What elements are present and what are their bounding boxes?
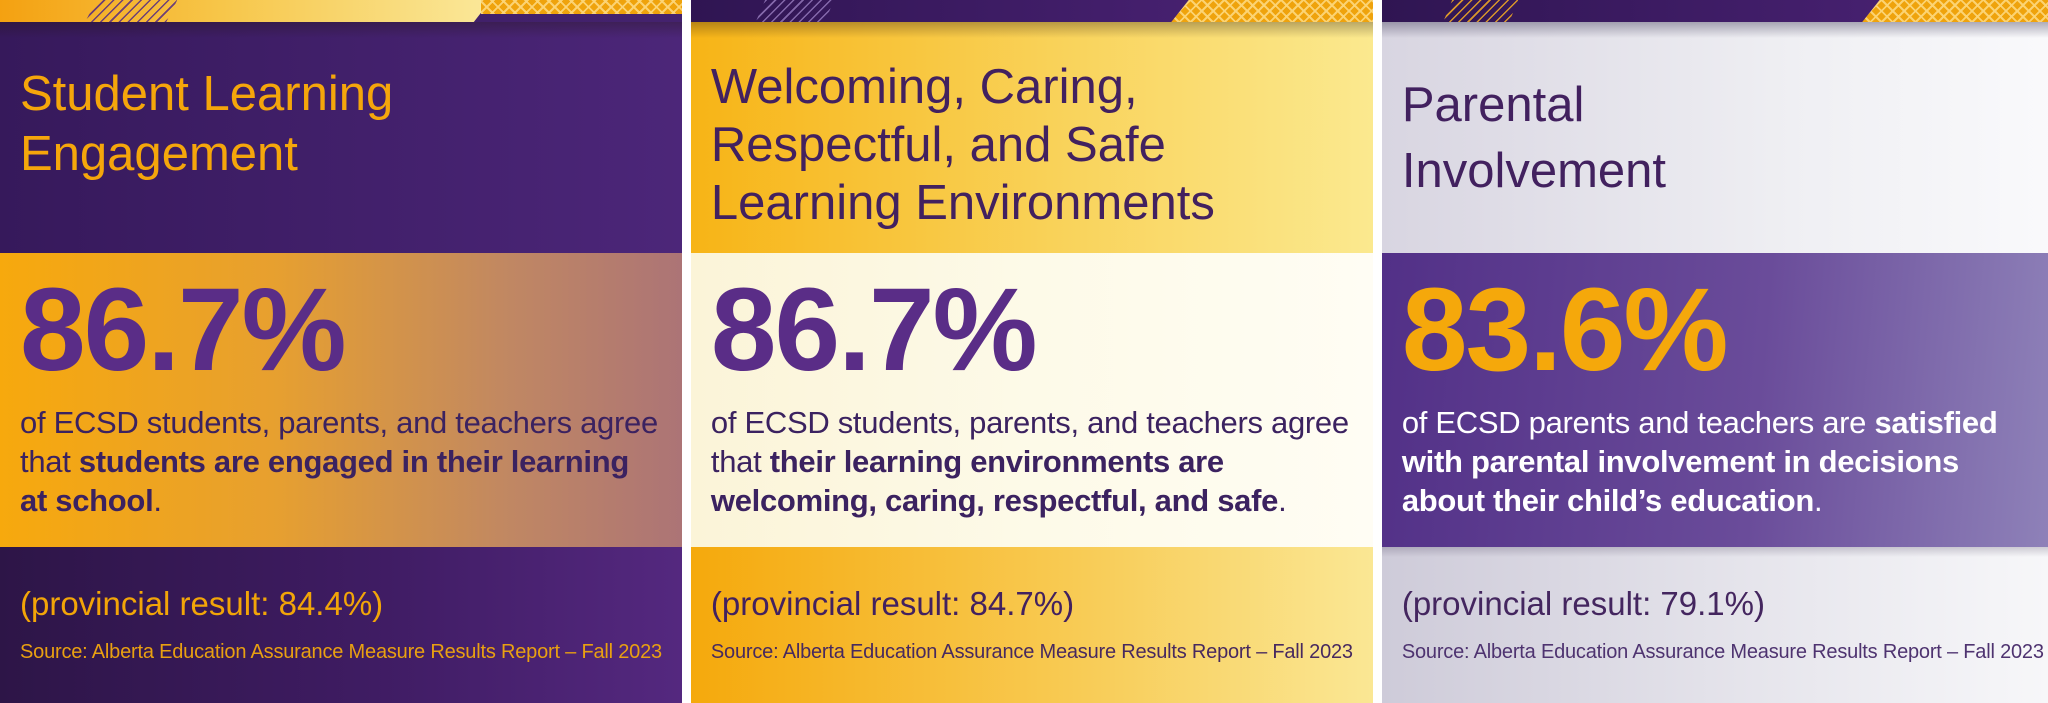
desc-text: of ECSD students, parents, and teachers … xyxy=(20,405,658,479)
chevron-pattern xyxy=(480,0,682,14)
footer-section: (provincial result: 84.4%) Source: Alber… xyxy=(0,547,682,703)
decorative-top-strip xyxy=(690,0,1373,22)
provincial-result: (provincial result: 84.4%) xyxy=(20,585,384,622)
title-line: Parental xyxy=(1401,78,1585,132)
stat-description: of ECSD students, parents, and teachers … xyxy=(711,403,1353,520)
desc-text: . xyxy=(153,483,162,518)
panel-header: Parental Involvement xyxy=(1381,22,2048,253)
source-note: Source: Alberta Education Assurance Meas… xyxy=(1401,641,2044,663)
desc-text: of ECSD students, parents, and teachers … xyxy=(710,405,1349,479)
diagonal-pinstripe-pattern xyxy=(755,0,835,22)
footer-section: (provincial result: 79.1%) Source: Alber… xyxy=(1381,547,2048,703)
diagonal-pinstripe-pattern xyxy=(85,0,178,22)
stat-value: 86.7% xyxy=(20,264,347,396)
title-line: Learning Environments xyxy=(710,176,1215,230)
stat-value: 83.6% xyxy=(1401,264,1729,396)
desc-bold-text: their learning environments are welcomin… xyxy=(710,444,1279,518)
provincial-result: (provincial result: 79.1%) xyxy=(1401,585,1765,622)
stat-description: of ECSD students, parents, and teachers … xyxy=(20,403,662,520)
panel-title: Welcoming, Caring, Respectful, and Safe … xyxy=(711,22,1353,232)
panel-parental-involvement: Parental Involvement 83.6% of ECSD paren… xyxy=(1381,0,2048,703)
panel-learning-environments: Welcoming, Caring, Respectful, and Safe … xyxy=(690,0,1373,703)
diagonal-pinstripe-pattern xyxy=(1443,0,1519,22)
panel-header: Student Learning Engagement xyxy=(0,22,682,253)
provincial-result: (provincial result: 84.7%) xyxy=(710,585,1075,622)
title-line: Involvement xyxy=(1401,144,1667,198)
stat-section: 83.6% of ECSD parents and teachers are s… xyxy=(1381,253,2048,547)
desc-bold-text: students are engaged in their learning a… xyxy=(20,444,629,518)
panel-student-learning-engagement: Student Learning Engagement 86.7% of ECS… xyxy=(0,0,682,703)
footer-section: (provincial result: 84.7%) Source: Alber… xyxy=(690,547,1373,703)
source-note: Source: Alberta Education Assurance Meas… xyxy=(20,641,662,663)
panel-title: Parental Involvement xyxy=(1402,22,2044,204)
desc-bold-text: satisfied with parental involvement in d… xyxy=(1401,405,1998,518)
title-line: Student Learning xyxy=(20,67,394,121)
gold-band xyxy=(0,0,491,22)
desc-text: of ECSD parents and teachers are xyxy=(1401,405,1875,440)
stat-value: 86.7% xyxy=(710,264,1038,396)
title-line: Welcoming, Caring, xyxy=(710,60,1138,114)
title-line: Respectful, and Safe xyxy=(710,118,1166,172)
panel-header: Welcoming, Caring, Respectful, and Safe … xyxy=(690,22,1373,253)
title-line: Engagement xyxy=(20,127,298,181)
decorative-top-strip xyxy=(1381,0,2048,22)
stat-section: 86.7% of ECSD students, parents, and tea… xyxy=(690,253,1373,547)
decorative-top-strip xyxy=(0,0,682,22)
stat-description: of ECSD parents and teachers are satisfi… xyxy=(1402,403,2044,520)
desc-text: . xyxy=(1278,483,1287,518)
source-note: Source: Alberta Education Assurance Meas… xyxy=(710,641,1353,663)
panel-title: Student Learning Engagement xyxy=(20,22,662,184)
stat-section: 86.7% of ECSD students, parents, and tea… xyxy=(0,253,682,547)
desc-text: . xyxy=(1813,483,1823,518)
